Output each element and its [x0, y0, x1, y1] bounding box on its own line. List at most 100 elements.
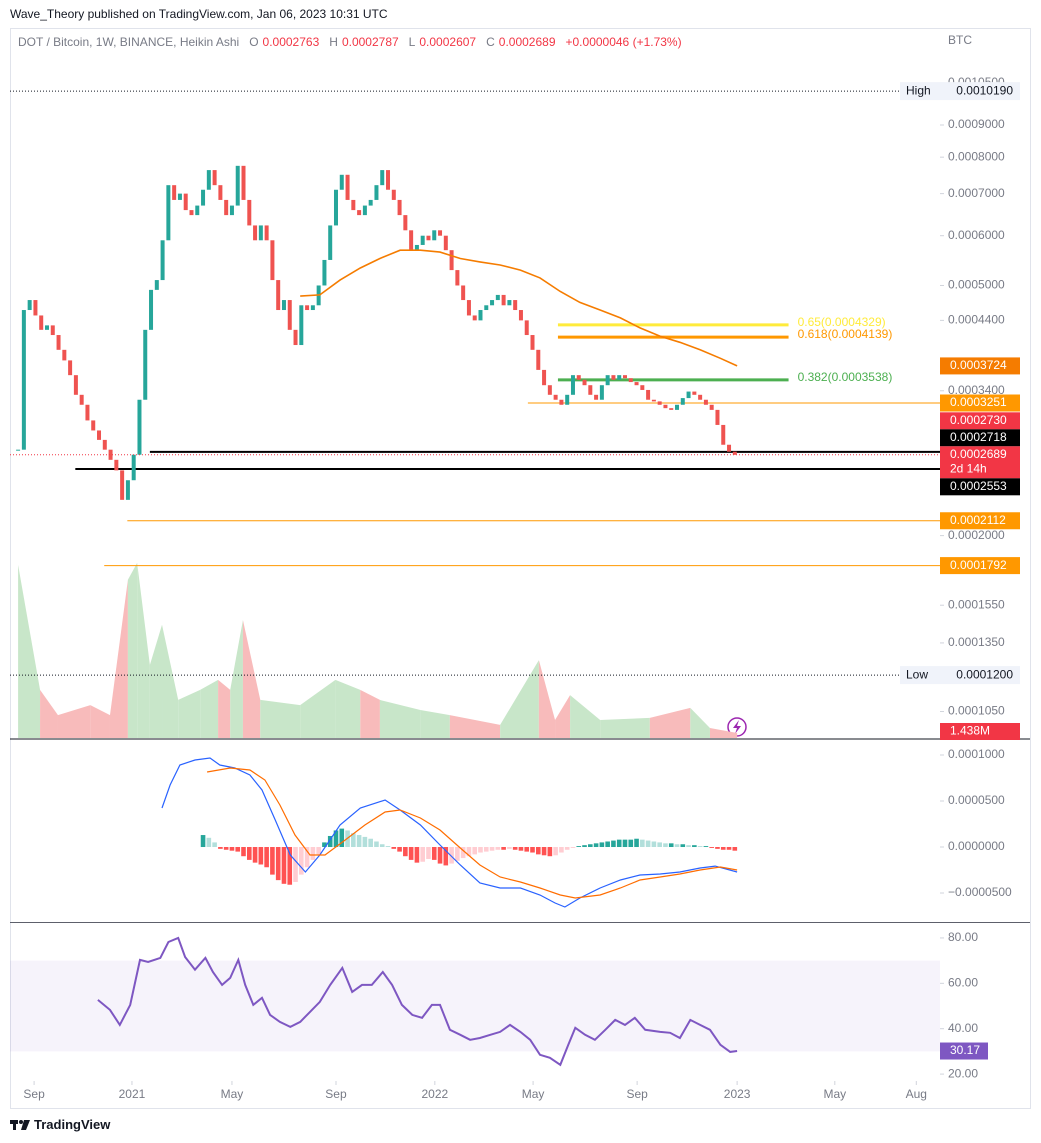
volume-area	[500, 660, 539, 738]
candle-body	[368, 199, 373, 206]
x-tick-label: May	[221, 1087, 244, 1101]
macd-histogram-bar	[553, 847, 558, 856]
price-box-label: 0.0002553	[950, 479, 1007, 493]
candle-body	[675, 404, 680, 410]
candle-body	[339, 174, 344, 190]
candle-body	[391, 189, 396, 200]
macd-histogram-bar	[518, 847, 524, 851]
candle-body	[195, 205, 200, 216]
candle-body	[547, 385, 552, 395]
volume-area	[570, 695, 601, 738]
ohlc-value: 0.0002607	[419, 35, 477, 49]
candle-body	[189, 210, 194, 216]
candle-body	[293, 329, 298, 346]
candle-body	[97, 430, 102, 440]
candle-body	[478, 310, 483, 321]
macd-histogram-bar	[541, 847, 547, 856]
volume-box	[940, 723, 1020, 740]
candle-body	[455, 270, 460, 286]
ohlc-key: L	[408, 35, 416, 49]
volume-area	[709, 727, 738, 738]
candle-body	[646, 389, 651, 400]
macd-histogram-bar	[449, 847, 454, 864]
candle-body	[305, 305, 310, 311]
macd-histogram-bar	[466, 847, 472, 857]
y-tick-label: 0.0001550	[948, 597, 1005, 611]
candle-body	[362, 205, 367, 216]
candle-body	[33, 300, 38, 316]
y-tick-label: 0.0000000	[948, 839, 1005, 853]
y-tick-label: 20.00	[948, 1066, 978, 1080]
published-line: Wave_Theory published on TradingView.com…	[10, 7, 388, 21]
volume-area	[379, 699, 421, 738]
y-tick-label: 0.0004400	[948, 313, 1005, 327]
price-box-label: 0.0003724	[950, 358, 1007, 372]
macd-histogram-bar	[726, 847, 732, 850]
macd-histogram-bar	[715, 847, 720, 849]
volume-area	[335, 679, 361, 738]
macd-histogram-bar	[391, 847, 397, 849]
fib-label: 0.65(0.0004329)	[798, 315, 886, 329]
macd-histogram-bar	[304, 847, 310, 868]
candle-body	[582, 379, 587, 386]
high-label-box	[900, 82, 1020, 101]
volume-area	[127, 562, 138, 738]
macd-histogram-bar	[495, 847, 501, 850]
macd-histogram-bar	[530, 847, 535, 853]
ohlc-value: 0.0002763	[262, 35, 320, 49]
macd-histogram-bar	[252, 847, 258, 863]
candle-body	[669, 408, 674, 410]
symbol-legend: DOT / Bitcoin, 1W, BINANCE, Heikin Ashi …	[18, 35, 682, 49]
macd-histogram-bar	[668, 843, 674, 848]
macd-histogram-bar	[570, 847, 576, 848]
candle-body	[328, 225, 333, 260]
macd-histogram-bar	[634, 838, 639, 848]
candle-body	[91, 420, 96, 431]
candle-body	[409, 230, 414, 251]
candle-body	[466, 300, 471, 316]
candle-body	[206, 170, 211, 190]
price-change: +0.0000046 (+1.73%)	[565, 35, 682, 49]
candle-body	[680, 398, 685, 405]
x-tick-label: Sep	[325, 1087, 347, 1101]
currency: BTC	[948, 33, 972, 47]
x-tick-label: Aug	[906, 1087, 927, 1101]
candle-body	[651, 399, 656, 402]
volume-area	[90, 705, 110, 738]
macd-histogram-bar	[270, 847, 275, 875]
price-box	[940, 394, 1020, 412]
x-tick-label: May	[522, 1087, 545, 1101]
macd-histogram-bar	[229, 847, 235, 851]
candle-body	[570, 375, 575, 395]
volume-area	[178, 689, 201, 738]
candle-body	[287, 300, 292, 330]
macd-histogram-bar	[420, 847, 425, 862]
macd-histogram-bar	[403, 847, 408, 857]
candle-body	[357, 210, 362, 216]
macd-histogram-bar	[310, 847, 316, 860]
volume-area	[149, 624, 163, 738]
y-tick-label: 0.0008000	[948, 149, 1005, 163]
y-tick-label: 0.0006000	[948, 228, 1005, 242]
candle-body	[542, 369, 547, 386]
macd-histogram-bar	[281, 847, 287, 884]
candle-body	[39, 315, 44, 330]
macd-histogram-bar	[524, 847, 530, 852]
macd-histogram-bar	[472, 847, 478, 855]
candle-body	[432, 230, 437, 241]
volume-box-label: 1.438M	[950, 724, 990, 738]
x-tick-label: Sep	[23, 1087, 45, 1101]
y-tick-label: 0.0003400	[948, 383, 1005, 397]
candle-body	[397, 199, 402, 216]
macd-histogram-bar	[455, 847, 460, 861]
candle-body	[617, 375, 622, 380]
macd-histogram-bar	[293, 847, 298, 882]
macd-histogram-bar	[483, 847, 489, 852]
y-tick-label: 0.0000500	[948, 793, 1005, 807]
macd-histogram-bar	[235, 847, 241, 852]
ohlc-value: 0.0002787	[341, 35, 399, 49]
y-tick-label: 0.0001350	[948, 635, 1005, 649]
y-tick-label: 0.0009000	[948, 117, 1005, 131]
macd-histogram-bar	[559, 847, 564, 853]
rsi-line	[97, 936, 738, 1067]
